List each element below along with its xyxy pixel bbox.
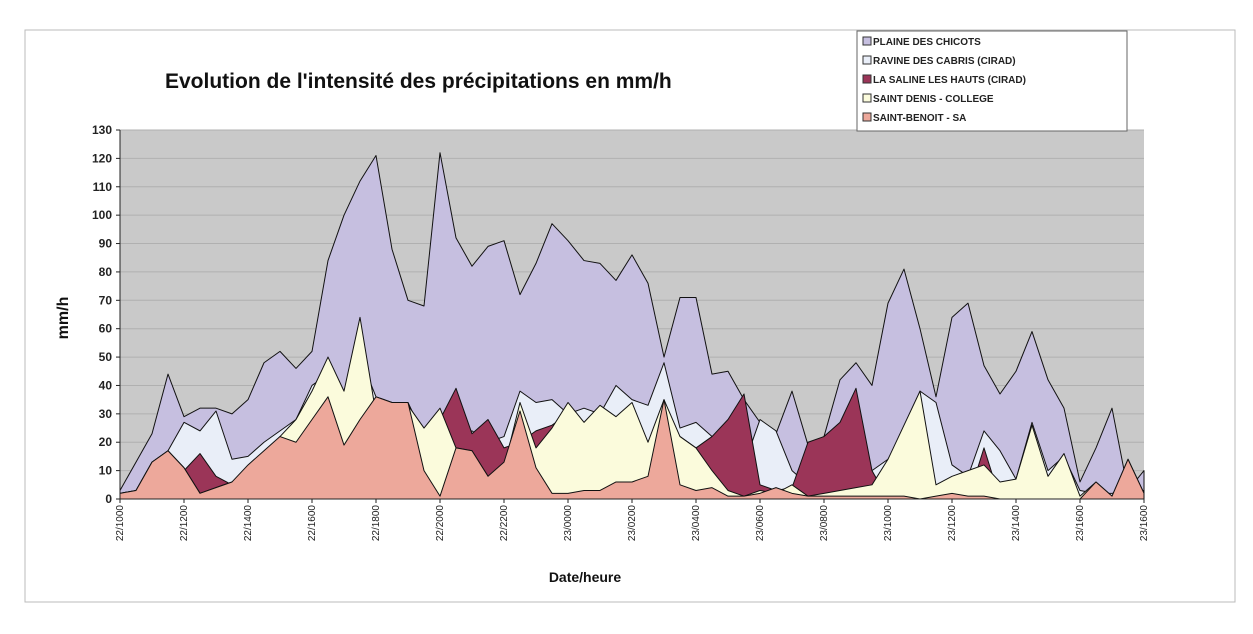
y-tick-label: 110: [93, 180, 113, 194]
legend-swatch: [862, 36, 872, 46]
y-tick-label: 100: [92, 208, 112, 222]
x-tick-label: 23/1600: [1075, 505, 1086, 542]
legend: [856, 30, 1128, 132]
legend-label: RAVINE DES CABRIS (CIRAD): [873, 56, 1016, 67]
x-tick-label: 22/1800: [371, 505, 382, 542]
x-tick-label: 23/1200: [947, 505, 958, 542]
legend-swatch: [862, 55, 872, 65]
y-tick-label: 130: [92, 123, 112, 137]
legend-swatch: [862, 93, 872, 103]
x-axis-label: Date/heure: [549, 569, 622, 585]
x-tick-label: 23/1000: [883, 505, 894, 542]
y-tick-label: 10: [99, 464, 113, 478]
y-axis-label: mm/h: [55, 297, 72, 340]
y-tick-label: 90: [99, 237, 113, 251]
y-tick-label: 80: [99, 265, 113, 279]
y-tick-label: 20: [99, 435, 113, 449]
x-tick-label: 23/0600: [755, 505, 766, 542]
legend-swatch: [862, 112, 872, 122]
y-tick-label: 70: [99, 293, 113, 307]
y-tick-label: 50: [99, 350, 113, 364]
x-tick-label: 22/2200: [499, 505, 510, 542]
x-tick-label: 22/2000: [435, 505, 446, 542]
x-tick-label: 22/1200: [179, 505, 190, 542]
x-tick-label: 22/1400: [243, 505, 254, 542]
x-tick-label: 23/1600: [1139, 505, 1150, 542]
x-tick-label: 22/1600: [307, 505, 318, 542]
legend-label: LA SALINE LES HAUTS (CIRAD): [873, 75, 1026, 86]
chart-title: Evolution de l'intensité des précipitati…: [165, 70, 672, 93]
x-tick-label: 22/1000: [115, 505, 126, 542]
y-tick-label: 60: [99, 322, 113, 336]
x-tick-label: 23/0200: [627, 505, 638, 542]
y-tick-label: 120: [92, 151, 112, 165]
x-tick-label: 23/0800: [819, 505, 830, 542]
legend-label: SAINT-BENOIT - SA: [873, 113, 966, 124]
x-tick-label: 23/1400: [1011, 505, 1022, 542]
x-tick-label: 23/0400: [691, 505, 702, 542]
legend-swatch: [862, 74, 872, 84]
y-tick-label: 40: [99, 378, 113, 392]
y-tick-label: 0: [105, 492, 112, 506]
legend-label: PLAINE DES CHICOTS: [873, 37, 981, 48]
y-tick-label: 30: [99, 407, 113, 421]
legend-label: SAINT DENIS - COLLEGE: [873, 94, 994, 105]
x-tick-label: 23/0000: [563, 505, 574, 542]
